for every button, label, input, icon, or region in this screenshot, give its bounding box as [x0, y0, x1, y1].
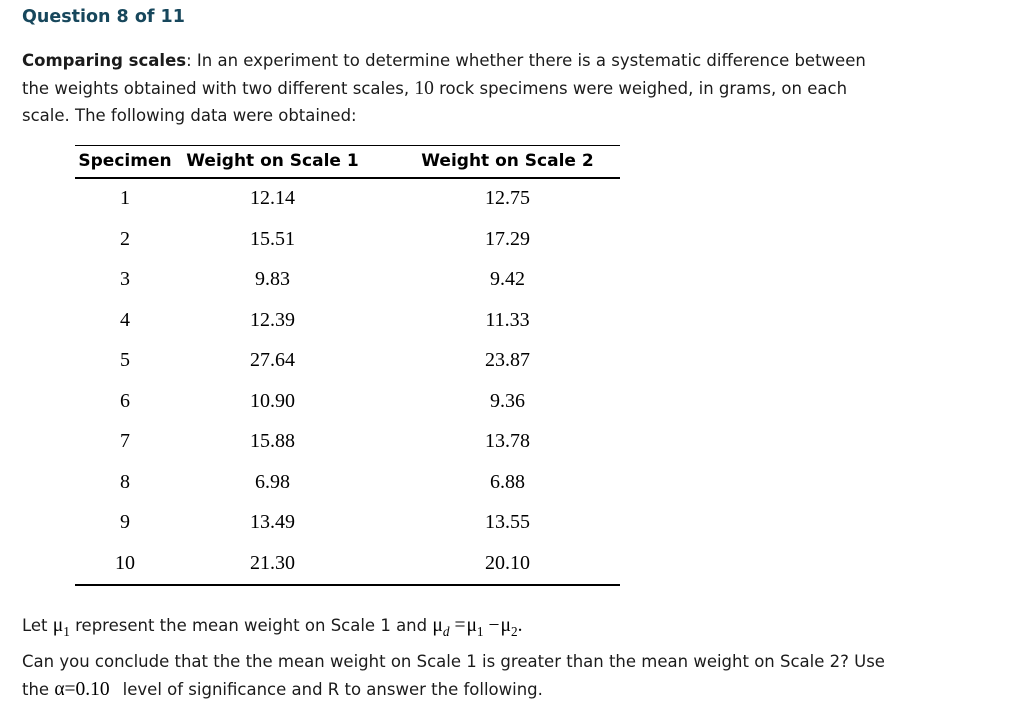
intro-lead-bold: Comparing scales [22, 51, 187, 70]
intro-line2-start: the weights obtained with two different … [22, 78, 415, 98]
alpha-value: 0.10 [75, 679, 110, 700]
mu-1-symbol: μ1 [52, 614, 70, 639]
table-cell: 12.39 [250, 308, 295, 331]
mu-definition-line: Let μ1 represent the mean weight on Scal… [22, 612, 1002, 640]
table-row: 5 27.64 23.87 [75, 341, 620, 382]
table-cell: 13.49 [250, 511, 295, 534]
table-row: 10 21.30 20.10 [75, 543, 620, 585]
table-cell: 27.64 [250, 349, 295, 372]
intro-line3: scale. The following data were obtained: [22, 106, 357, 125]
table-row: 6 10.90 9.36 [75, 381, 620, 422]
question-line2-end: level of significance and R to answer th… [122, 680, 543, 699]
intro-paragraph: Comparing scales: In an experiment to de… [22, 47, 1002, 130]
table-cell: 3 [120, 268, 130, 291]
question-number-header: Question 8 of 11 [22, 7, 185, 27]
table-cell: 9.42 [490, 268, 525, 291]
table-cell: 9.83 [255, 268, 290, 291]
table-cell: 13.55 [485, 511, 530, 534]
table-cell: 6.98 [255, 470, 290, 493]
table-header-row: Specimen Weight on Scale 1 Weight on Sca… [75, 145, 620, 179]
table-cell: 6 [120, 389, 130, 412]
table-cell: 9.36 [490, 389, 525, 412]
table-row: 4 12.39 11.33 [75, 300, 620, 341]
table-cell: 21.30 [250, 551, 295, 574]
table-cell: 12.75 [485, 187, 530, 210]
table-row: 7 15.88 13.78 [75, 422, 620, 463]
table-row: 2 15.51 17.29 [75, 219, 620, 260]
table-cell: 8 [120, 470, 130, 493]
table-cell: 5 [120, 349, 130, 372]
table-cell: 17.29 [485, 227, 530, 250]
table-cell: 2 [120, 227, 130, 250]
intro-line2-end: rock specimens were weighed, in grams, o… [433, 78, 848, 98]
def-text-let: Let [22, 615, 53, 635]
table-cell: 15.88 [250, 430, 295, 453]
equals-sign: = [64, 679, 76, 700]
column-header-scale2: Weight on Scale 2 [370, 145, 620, 179]
table-row: 9 13.49 13.55 [75, 503, 620, 544]
def-text-represent: represent the mean weight on Scale 1 and [69, 615, 433, 635]
table-row: 1 12.14 12.75 [75, 178, 620, 220]
table-cell: 1 [120, 187, 130, 210]
mu-d-equation: μd =μ1 −μ2. [432, 614, 523, 639]
alpha-significance-expression: α=0.10 [54, 679, 109, 700]
table-cell: 7 [120, 430, 130, 453]
intro-line1: In an experiment to determine whether th… [196, 51, 866, 70]
mu-glyph: μ [432, 614, 443, 636]
table-cell: 15.51 [250, 227, 295, 250]
specimen-weights-table: Specimen Weight on Scale 1 Weight on Sca… [75, 144, 620, 586]
column-header-scale1: Weight on Scale 1 [175, 145, 370, 179]
table-cell: 10.90 [250, 389, 295, 412]
equals-sign: = [454, 614, 466, 636]
table-header: Specimen Weight on Scale 1 Weight on Sca… [75, 145, 620, 179]
table-cell: 6.88 [490, 470, 525, 493]
table-body: 1 12.14 12.75 2 15.51 17.29 3 9.83 9.42 … [75, 178, 620, 585]
question-paragraph: Can you conclude that the the mean weigh… [22, 648, 1002, 703]
minus-sign: − [488, 614, 500, 636]
table-cell: 4 [120, 308, 130, 331]
table-cell: 13.78 [485, 430, 530, 453]
table-row: 3 9.83 9.42 [75, 260, 620, 301]
table-cell: 10 [115, 551, 135, 574]
mu-glyph: μ [466, 614, 477, 636]
mu-glyph: μ [52, 614, 64, 636]
table-cell: 12.14 [250, 187, 295, 210]
subscript-d: d [442, 623, 450, 639]
question-line1: Can you conclude that the the mean weigh… [22, 652, 885, 671]
question-line2-start: the [22, 680, 55, 699]
mu-glyph: μ [500, 614, 512, 636]
period: . [517, 614, 523, 636]
table-row: 8 6.98 6.88 [75, 462, 620, 503]
table-cell: 20.10 [485, 551, 530, 574]
specimen-count: 10 [414, 77, 434, 99]
subscript-2: 2 [511, 623, 518, 639]
column-header-specimen: Specimen [75, 145, 175, 179]
intro-colon: : [186, 51, 197, 70]
table-cell: 23.87 [485, 349, 530, 372]
subscript-1: 1 [476, 623, 484, 639]
alpha-glyph: α [54, 679, 65, 700]
table-cell: 11.33 [485, 308, 530, 331]
subscript-1: 1 [63, 623, 70, 639]
table-cell: 9 [120, 511, 130, 534]
